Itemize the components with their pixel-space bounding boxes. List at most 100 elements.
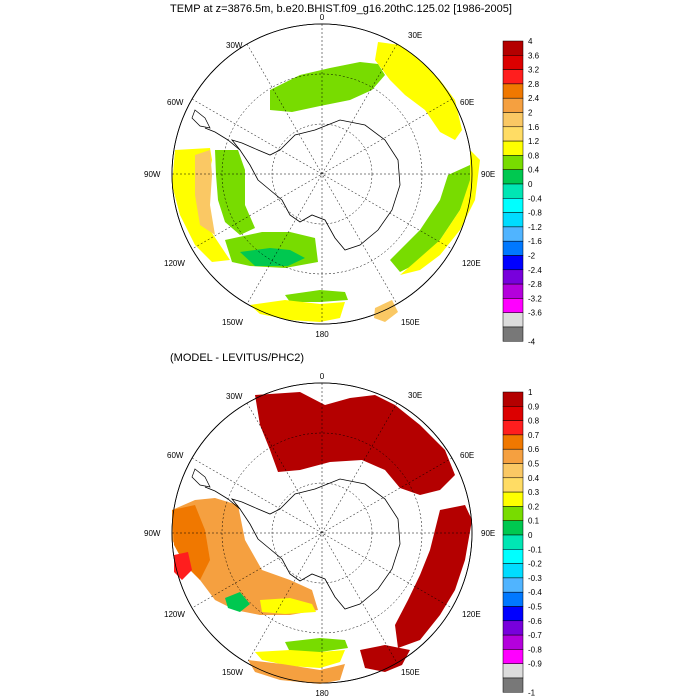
cb1-swatch bbox=[502, 55, 524, 70]
cb2-swatch bbox=[502, 491, 524, 507]
cb2-swatch bbox=[502, 620, 524, 636]
panel2-title: (MODEL - LEVITUS/PHC2) bbox=[170, 352, 305, 364]
cb1-label: -3.2 bbox=[528, 294, 542, 303]
p2-lon-90e: 90E bbox=[481, 529, 495, 538]
p2-lon-180: 180 bbox=[315, 689, 329, 698]
p2-lon-150e: 150E bbox=[401, 668, 420, 677]
p2-lon-120e: 120E bbox=[462, 610, 481, 619]
p1-lon-90e: 90E bbox=[481, 170, 495, 179]
panel1-green-east bbox=[390, 165, 472, 272]
cb1-label: -4 bbox=[528, 337, 536, 346]
cb2-swatch bbox=[502, 677, 524, 693]
cb2-label: -0.8 bbox=[528, 645, 542, 654]
cb1-label: 3.2 bbox=[528, 66, 540, 75]
cb2-swatch bbox=[502, 606, 524, 622]
panel2-antarctica-outline bbox=[230, 478, 401, 610]
panel1-teal-south bbox=[240, 248, 305, 266]
cb1-swatch bbox=[502, 183, 524, 199]
cb1-label: -1.2 bbox=[528, 223, 542, 232]
p1-lon-120e: 120E bbox=[462, 259, 481, 268]
cb1-swatch bbox=[502, 212, 524, 228]
panel2-south-america-outline bbox=[191, 468, 211, 488]
panel1-yellow-atlantic bbox=[375, 42, 462, 140]
cb1-swatch bbox=[502, 326, 524, 342]
panel2-red-pacific bbox=[360, 645, 410, 672]
cb1-label: 2 bbox=[528, 109, 533, 118]
cb2-swatch bbox=[502, 649, 524, 664]
cb1-label: -0.4 bbox=[528, 194, 542, 203]
cb1-swatch bbox=[502, 269, 524, 285]
cb2-label: -0.7 bbox=[528, 631, 542, 640]
cb1-label: -2.8 bbox=[528, 280, 542, 289]
cb2-swatch bbox=[502, 406, 524, 421]
panel2-red-spot-west bbox=[174, 552, 192, 580]
panel2-red-east bbox=[395, 505, 472, 648]
cb2-swatch bbox=[502, 391, 524, 407]
cb2-label: 0.7 bbox=[528, 431, 540, 440]
panel1-map bbox=[171, 23, 480, 325]
panel1-south-america-outline bbox=[191, 109, 211, 129]
cb2-label: 0.3 bbox=[528, 488, 540, 497]
cb1-label: 2.8 bbox=[528, 80, 540, 89]
p1-lon-150e: 150E bbox=[401, 318, 420, 327]
p2-lon-90w: 90W bbox=[144, 529, 161, 538]
panel1-green-pacific bbox=[285, 290, 348, 302]
cb2-label: -0.3 bbox=[528, 574, 542, 583]
p1-lon-180: 180 bbox=[315, 330, 329, 339]
cb1-swatch bbox=[502, 155, 524, 170]
cb2-swatch bbox=[502, 534, 524, 550]
panel2-colorbar: 1 0.9 0.8 0.7 0.6 0.5 0.4 0.3 0.2 0.1 0 -0.1 -0.2 -0.… bbox=[502, 388, 542, 697]
p1-lon-90w: 90W bbox=[144, 170, 161, 179]
cb1-label: 4 bbox=[528, 37, 533, 46]
cb2-label: 0.8 bbox=[528, 417, 540, 426]
panel2-orange-west bbox=[172, 498, 318, 615]
p2-lon-150w: 150W bbox=[222, 668, 243, 677]
panel2-map bbox=[171, 382, 473, 684]
panel1-longitude-labels: 0 30E 60E 90E 120E 150E 180 150W 120W 90… bbox=[144, 13, 495, 339]
cb2-swatch bbox=[502, 549, 524, 564]
cb1-label: 0.4 bbox=[528, 166, 540, 175]
cb1-label: -3.6 bbox=[528, 309, 542, 318]
cb2-label: 0.9 bbox=[528, 402, 540, 411]
cb2-label: -0.2 bbox=[528, 560, 542, 569]
cb1-swatch bbox=[502, 112, 524, 128]
panel1-yellow-pacific bbox=[250, 300, 345, 322]
cb2-swatch bbox=[502, 563, 524, 579]
panel2-peninsula-outline bbox=[204, 486, 241, 510]
panel2-yellow-south bbox=[260, 598, 316, 614]
cb2-label: 0.1 bbox=[528, 517, 540, 526]
cb2-swatch bbox=[502, 663, 524, 679]
p1-lon-30e: 30E bbox=[408, 31, 422, 40]
panel2-red-atlantic bbox=[255, 392, 455, 495]
panel2-green-south bbox=[225, 592, 250, 612]
p2-lon-120w: 120W bbox=[164, 610, 185, 619]
p1-lon-30w: 30W bbox=[226, 41, 243, 50]
p1-lon-120w: 120W bbox=[164, 259, 185, 268]
cb1-swatch bbox=[502, 298, 524, 313]
cb2-label: 0 bbox=[528, 531, 533, 540]
cb2-swatch bbox=[502, 434, 524, 450]
cb1-swatch bbox=[502, 126, 524, 142]
panel1-title: TEMP at z=3876.5m, b.e20.BHIST.f09_g16.2… bbox=[170, 3, 512, 15]
cb1-label: -2.4 bbox=[528, 266, 542, 275]
cb2-swatch bbox=[502, 591, 524, 607]
cb1-swatch bbox=[502, 283, 524, 299]
panel1-peninsula-outline bbox=[204, 127, 241, 151]
cb1-swatch bbox=[502, 140, 524, 156]
cb2-label: -0.4 bbox=[528, 588, 542, 597]
cb2-swatch bbox=[502, 463, 524, 479]
cb1-swatch bbox=[502, 169, 524, 185]
panel1-green-atlantic bbox=[270, 62, 385, 112]
p2-lon-60w: 60W bbox=[167, 451, 184, 460]
p1-lon-60e: 60E bbox=[460, 98, 474, 107]
cb2-swatch bbox=[502, 520, 524, 536]
cb1-swatch bbox=[502, 97, 524, 113]
panel2-darkorange-west bbox=[172, 505, 210, 580]
panel2-green-pacific bbox=[285, 638, 348, 652]
cb1-label: -0.8 bbox=[528, 209, 542, 218]
panel2-graticule bbox=[172, 383, 472, 683]
cb1-swatch bbox=[502, 69, 524, 85]
panel1-antarctica-outline bbox=[230, 119, 401, 251]
p2-lon-30w: 30W bbox=[226, 392, 243, 401]
